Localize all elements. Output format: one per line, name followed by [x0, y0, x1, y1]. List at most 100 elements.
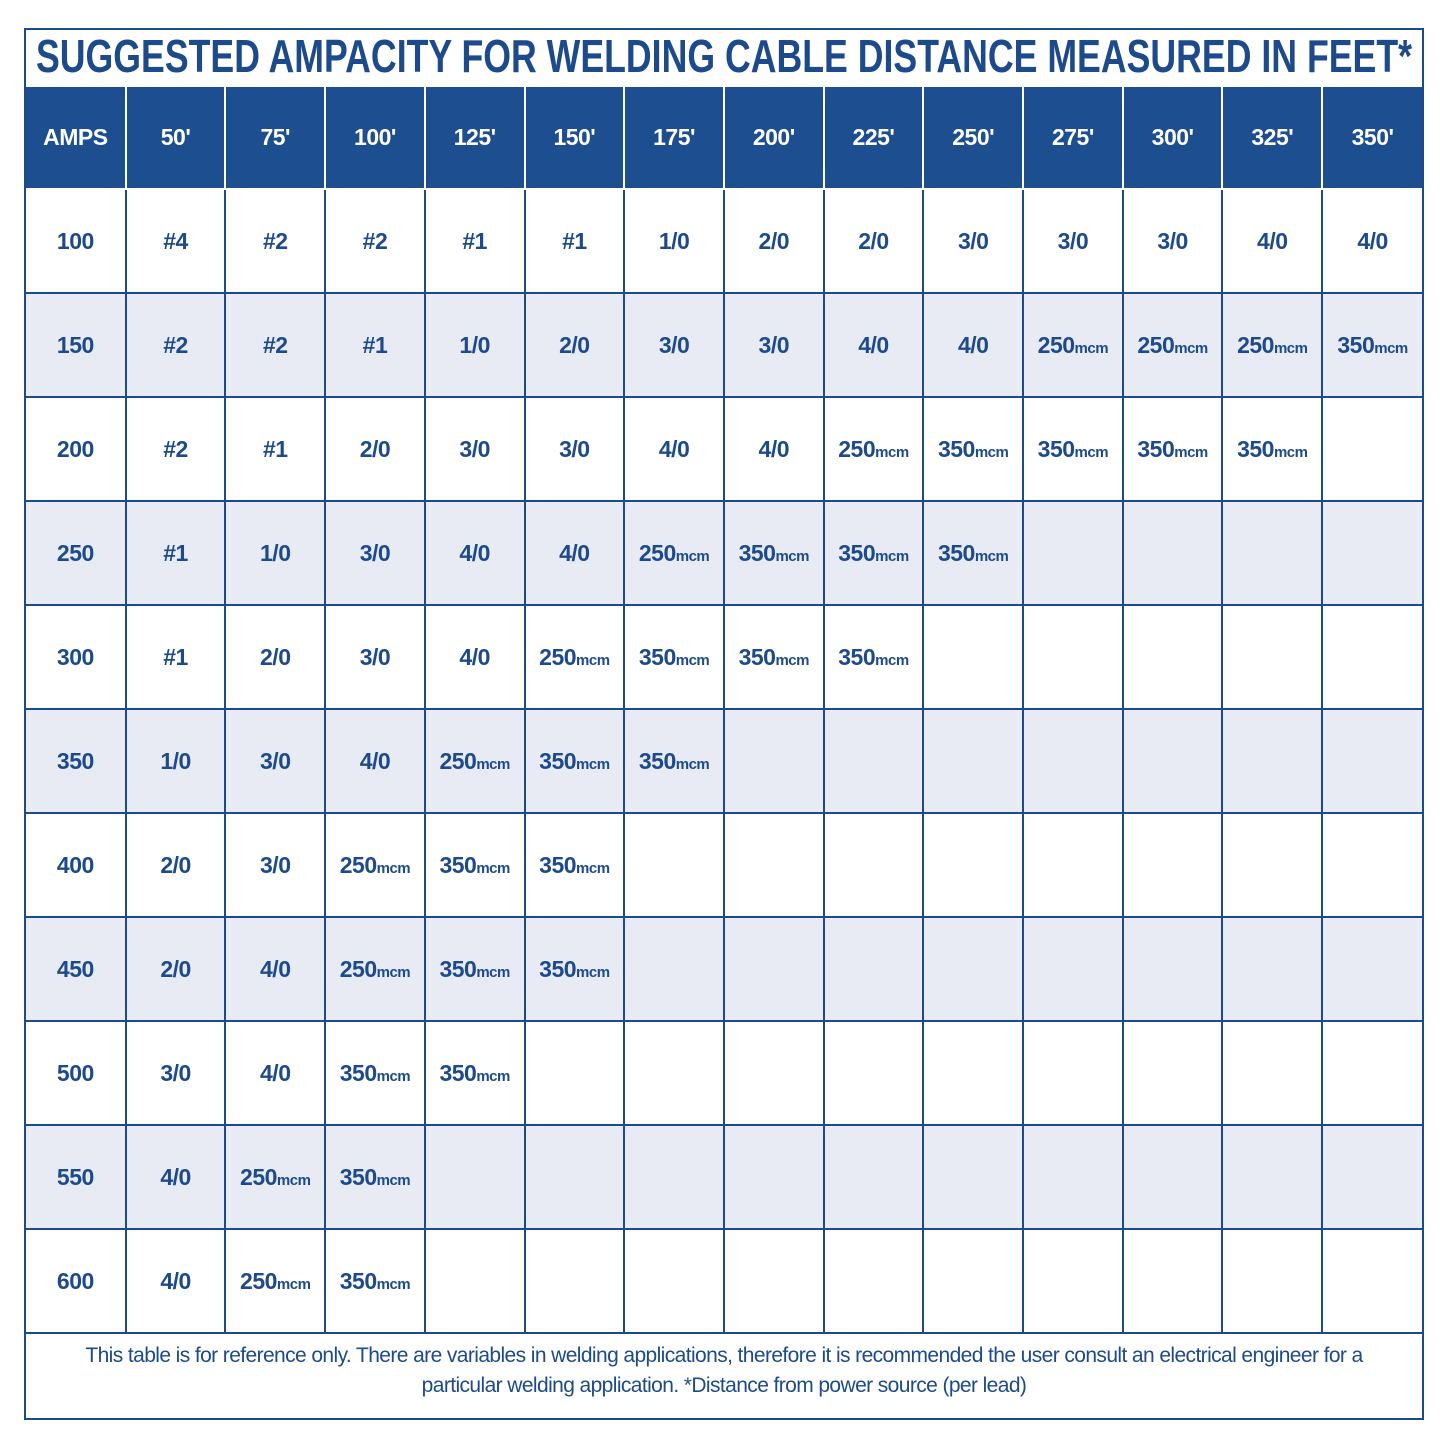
cable-size-cell: 350mcm — [423, 812, 526, 918]
cable-size-cell: 250mcm — [1221, 292, 1324, 398]
empty-cell — [722, 1124, 825, 1230]
cable-size-cell: 3/0 — [124, 1020, 227, 1126]
cable-size-cell: 1/0 — [423, 292, 526, 398]
empty-cell — [1221, 604, 1324, 710]
cable-size-cell: 3/0 — [423, 396, 526, 502]
cable-size-cell: 4/0 — [124, 1228, 227, 1334]
column-header: 175' — [623, 87, 725, 190]
column-header: 75' — [224, 87, 327, 190]
column-header: 225' — [822, 87, 925, 190]
cable-size-cell: #1 — [324, 292, 426, 398]
cable-size-cell: 4/0 — [224, 916, 327, 1022]
cable-size-cell: 350mcm — [523, 916, 626, 1022]
cable-size-cell: #1 — [423, 188, 526, 294]
column-header: 125' — [423, 87, 526, 190]
empty-cell — [822, 812, 925, 918]
cable-size-cell: 3/0 — [324, 604, 426, 710]
empty-cell — [922, 708, 1025, 814]
empty-cell — [1321, 916, 1422, 1022]
empty-cell — [1121, 500, 1224, 606]
empty-cell — [822, 916, 925, 1022]
cable-size-cell: 250mcm — [324, 812, 426, 918]
empty-cell — [1022, 1228, 1124, 1334]
empty-cell — [1221, 1020, 1324, 1126]
cable-size-cell: 350mcm — [324, 1124, 426, 1230]
cable-size-cell: 350mcm — [423, 916, 526, 1022]
cable-size-cell: 1/0 — [124, 708, 227, 814]
cable-size-cell: 3/0 — [224, 812, 327, 918]
empty-cell — [822, 1228, 925, 1334]
empty-cell — [1221, 1228, 1324, 1334]
empty-cell — [722, 708, 825, 814]
cable-size-cell: 2/0 — [324, 396, 426, 502]
empty-cell — [1321, 1124, 1422, 1230]
empty-cell — [1121, 1020, 1224, 1126]
amps-cell: 250 — [26, 500, 127, 606]
empty-cell — [1321, 1020, 1422, 1126]
cable-size-cell: 2/0 — [224, 604, 327, 710]
cable-size-cell: 350mcm — [722, 500, 825, 606]
cable-size-cell: 3/0 — [623, 292, 725, 398]
empty-cell — [922, 1020, 1025, 1126]
cable-size-cell: 350mcm — [1221, 396, 1324, 502]
cable-size-cell: 2/0 — [722, 188, 825, 294]
cable-size-cell: 4/0 — [124, 1124, 227, 1230]
cable-size-cell: 350mcm — [423, 1020, 526, 1126]
table-row: 150 #2 #2 #1 1/0 2/0 3/0 3/0 4/0 4/0 250mcm 250mcm 2… — [26, 292, 1422, 398]
amps-cell: 600 — [26, 1228, 127, 1334]
footer-note: This table is for reference only. There … — [85, 1344, 1363, 1397]
empty-cell — [922, 812, 1025, 918]
amps-cell: 350 — [26, 708, 127, 814]
cable-size-cell: 350mcm — [324, 1020, 426, 1126]
empty-cell — [623, 812, 725, 918]
empty-cell — [1121, 916, 1224, 1022]
table-body: 100 #4 #2 #2 #1 #1 1/0 2/0 2/0 3/0 3/0 3/0 4/0 4/0 150… — [26, 188, 1422, 1334]
cable-size-cell: 350mcm — [922, 500, 1025, 606]
column-header: 200' — [722, 87, 825, 190]
empty-cell — [1321, 812, 1422, 918]
cable-size-cell: 350mcm — [623, 604, 725, 710]
cable-size-cell: 4/0 — [822, 292, 925, 398]
cable-size-cell: #4 — [124, 188, 227, 294]
amps-cell: 400 — [26, 812, 127, 918]
empty-cell — [1321, 1228, 1422, 1334]
column-header: 275' — [1022, 87, 1124, 190]
cable-size-cell: 2/0 — [124, 916, 227, 1022]
empty-cell — [1121, 708, 1224, 814]
cable-size-cell: 4/0 — [523, 500, 626, 606]
cable-size-cell: 3/0 — [1022, 188, 1124, 294]
empty-cell — [722, 812, 825, 918]
cable-size-cell: 250mcm — [523, 604, 626, 710]
empty-cell — [1121, 604, 1224, 710]
cable-size-cell: #2 — [324, 188, 426, 294]
cable-size-cell: 250mcm — [623, 500, 725, 606]
cable-size-cell: 250mcm — [1022, 292, 1124, 398]
table-row: 500 3/0 4/0 350mcm 350mcm — [26, 1020, 1422, 1126]
cable-size-cell: #1 — [124, 604, 227, 710]
table-row: 400 2/0 3/0 250mcm 350mcm 350mcm — [26, 812, 1422, 918]
empty-cell — [922, 916, 1025, 1022]
table-row: 550 4/0 250mcm 350mcm — [26, 1124, 1422, 1230]
empty-cell — [1221, 708, 1324, 814]
column-header: 50' — [124, 87, 227, 190]
column-header: AMPS — [26, 87, 127, 190]
empty-cell — [922, 1124, 1025, 1230]
cable-size-cell: 350mcm — [523, 812, 626, 918]
table-row: 350 1/0 3/0 4/0 250mcm 350mcm 350mcm — [26, 708, 1422, 814]
empty-cell — [1022, 1020, 1124, 1126]
empty-cell — [822, 708, 925, 814]
empty-cell — [1022, 1124, 1124, 1230]
cable-size-cell: 250mcm — [423, 708, 526, 814]
cable-size-cell: #2 — [124, 292, 227, 398]
empty-cell — [1022, 708, 1124, 814]
column-header: 300' — [1121, 87, 1224, 190]
table-row: 450 2/0 4/0 250mcm 350mcm 350mcm — [26, 916, 1422, 1022]
cable-size-cell: 350mcm — [922, 396, 1025, 502]
cable-size-cell: 4/0 — [1321, 188, 1422, 294]
cable-size-cell: 4/0 — [722, 396, 825, 502]
cable-size-cell: 2/0 — [124, 812, 227, 918]
cable-size-cell: 4/0 — [324, 708, 426, 814]
cable-size-cell: 350mcm — [1321, 292, 1422, 398]
cable-size-cell: 250mcm — [324, 916, 426, 1022]
cable-size-cell: 3/0 — [922, 188, 1025, 294]
